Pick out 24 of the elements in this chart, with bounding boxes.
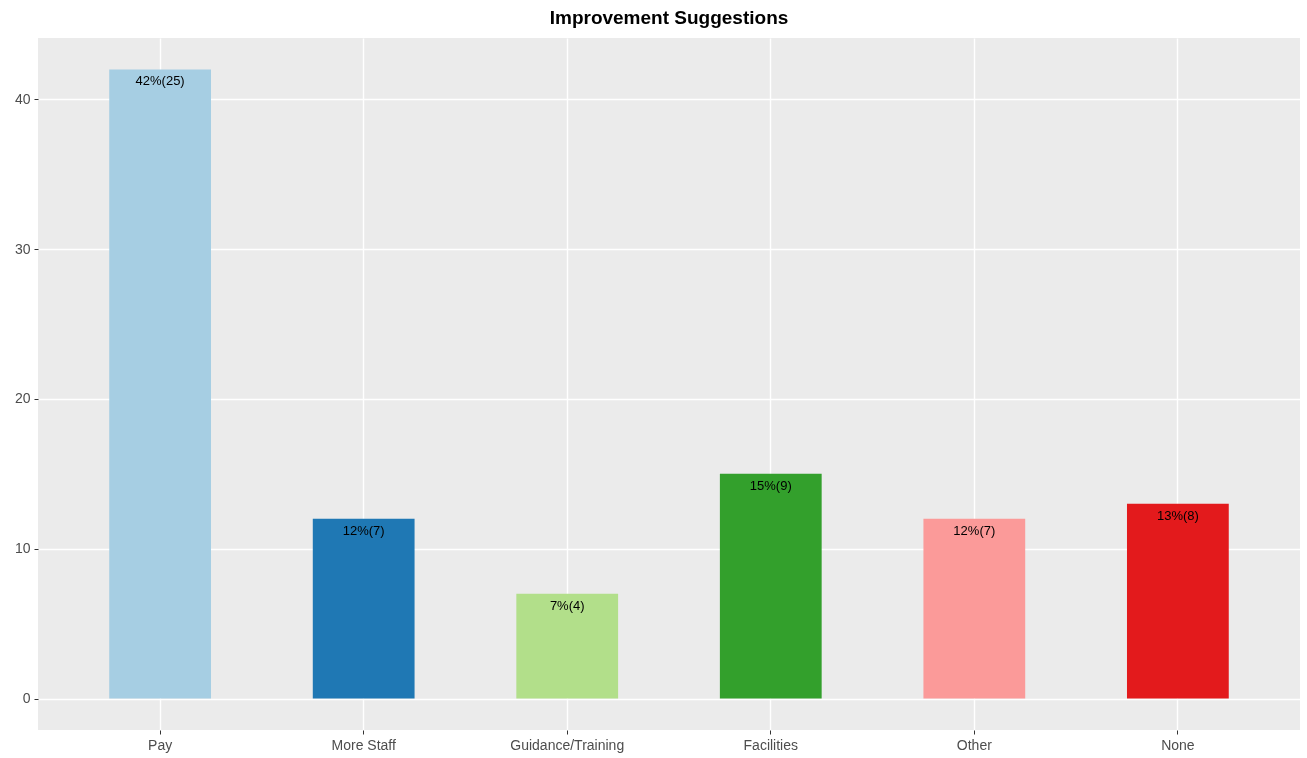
y-tick-label: 10 (14, 540, 31, 557)
data-label: 7%(4) (549, 597, 585, 613)
data-label: 15%(9) (749, 477, 792, 493)
x-tick-label: Guidance/Training (510, 736, 625, 753)
bar (109, 69, 212, 699)
x-tick-label: Pay (148, 736, 173, 753)
y-tick-label: 30 (14, 240, 31, 257)
data-label: 42%(25) (135, 73, 185, 89)
x-tick-label: More Staff (331, 736, 396, 753)
x-tick-label: Facilities (743, 736, 799, 753)
data-label: 12%(7) (342, 522, 385, 538)
data-label: 12%(7) (953, 522, 996, 538)
bar (1126, 503, 1229, 699)
bar (312, 518, 415, 699)
data-label: 13%(8) (1156, 507, 1199, 523)
y-tick-label: 0 (22, 690, 31, 707)
chart-title: Improvement Suggestions (549, 7, 789, 28)
bar (923, 518, 1026, 699)
y-tick-label: 20 (14, 390, 31, 407)
x-tick-label: None (1161, 736, 1195, 753)
x-tick-label: Other (956, 736, 993, 753)
y-tick-label: 40 (14, 90, 31, 107)
bar (719, 473, 822, 699)
bar (516, 593, 619, 699)
